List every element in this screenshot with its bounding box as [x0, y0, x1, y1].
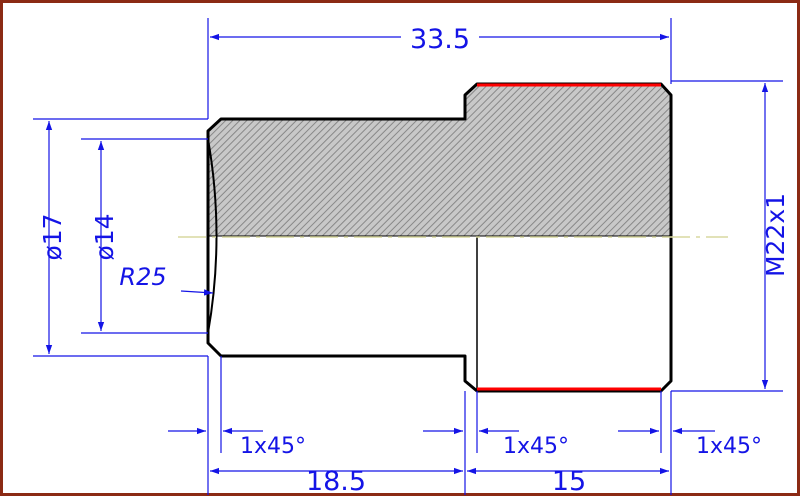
- dim-chamfer-right: 1x45°: [696, 434, 762, 459]
- dim-outer-diameter: ø17: [38, 213, 67, 260]
- dim-right-length: 15: [552, 466, 586, 497]
- section-hatch: [208, 84, 671, 236]
- dim-left-length: 18.5: [306, 466, 366, 497]
- dim-chamfer-middle: 1x45°: [503, 434, 569, 459]
- extension-lines: [33, 18, 783, 495]
- dim-chamfer-left: 1x45°: [240, 434, 306, 459]
- technical-drawing: 33.5 18.5 15 1x45° 1x45° 1x45° M22x1 ø17…: [33, 18, 790, 497]
- dim-inner-diameter: ø14: [90, 213, 119, 260]
- dim-thread: M22x1: [761, 193, 790, 277]
- dim-overall-length: 33.5: [410, 24, 470, 55]
- leader-radius: [180, 289, 214, 296]
- dim-radius: R25: [119, 263, 166, 291]
